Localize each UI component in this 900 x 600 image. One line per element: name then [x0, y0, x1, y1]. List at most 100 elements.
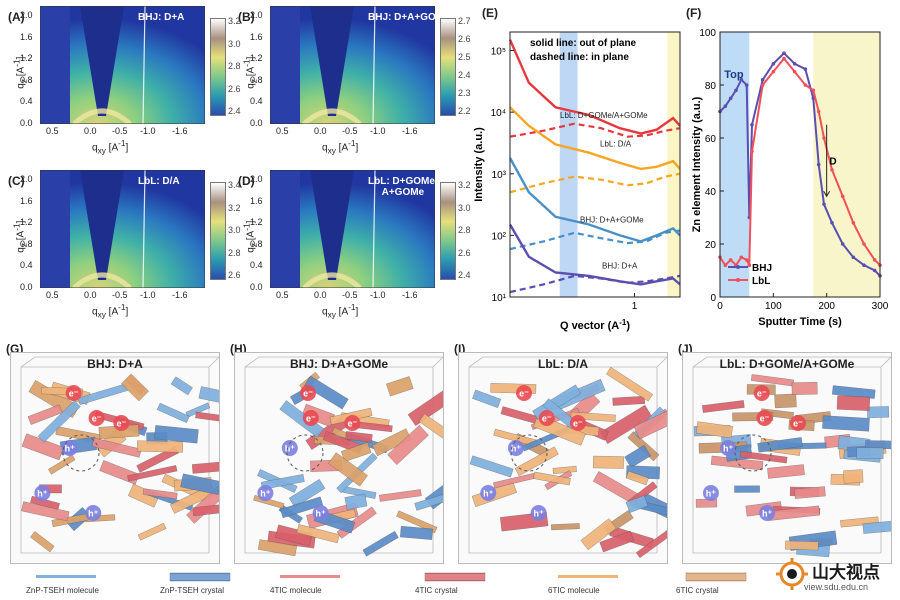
colorbar-tick: 2.6 [458, 247, 471, 258]
model-title: BHJ: D+A+GOMe [289, 357, 389, 371]
y-label-unit: [A [245, 230, 257, 244]
y-label-subscript: z [18, 79, 29, 84]
crystal-swatch-icon [685, 572, 747, 582]
y-tick-label: 40 [705, 187, 717, 198]
molecule-block [121, 373, 149, 402]
electron-marker [516, 385, 533, 401]
x-tick-label: 0.5 [46, 126, 59, 136]
x-tick-label: 0.0 [314, 290, 327, 300]
y-label-unit: [A [15, 230, 27, 244]
highlight-band [813, 32, 880, 297]
band-label-top: Top [724, 69, 744, 81]
molecule-block [372, 428, 412, 457]
molecule-block [862, 519, 891, 534]
x-axis-label: Sputter Time (s) [758, 316, 842, 328]
x-axis-label: qxy [A-1] [92, 302, 129, 320]
x-tick-label: -1.0 [140, 126, 156, 136]
detector-wedge [80, 6, 124, 116]
box-outline [692, 356, 891, 554]
chart-annotation: solid line: out of plane [530, 38, 637, 49]
electron-marker [756, 410, 773, 426]
charge-transfer-ring [286, 434, 324, 472]
electron-marker [569, 415, 586, 431]
molecule-block [696, 421, 733, 439]
molecule-block [551, 523, 580, 531]
molecule-swatch-icon [558, 575, 618, 578]
x-label-exponent: -1 [348, 302, 356, 312]
colorbar-tick: 3.2 [458, 180, 471, 190]
molecule-block [856, 447, 884, 459]
scattering-ring [72, 108, 132, 124]
data-point [840, 242, 845, 246]
colorbar-tick: 2.8 [228, 61, 241, 71]
molecule-block [414, 494, 443, 511]
y-axis-label: qz [A-1] [11, 56, 29, 89]
cut-line [142, 6, 146, 124]
data-point [840, 194, 845, 199]
charge-transfer-ring [62, 434, 100, 472]
data-point [830, 168, 834, 172]
electron-marker [344, 415, 361, 431]
molecule-block [702, 400, 745, 413]
x-tick-label: -0.5 [342, 126, 358, 136]
molecule-block [635, 524, 667, 559]
x-tick-label: 100 [765, 301, 782, 312]
data-point [816, 162, 821, 167]
chart-annotation: dashed line: in plane [530, 52, 629, 63]
hole-marker [480, 485, 497, 501]
hole-marker [61, 440, 78, 456]
charge-transfer-ring [734, 434, 772, 472]
legend-marker [736, 265, 740, 269]
colorbar-tick: 2.4 [458, 70, 471, 80]
giwaxs-title: LbL: D+GOMe/ A+GOMe [368, 176, 438, 198]
x-tick-label: 0.0 [84, 126, 97, 136]
x-label-subscript: xy [327, 309, 336, 320]
detector-wedge [310, 6, 354, 116]
y-tick-label: 10⁴ [491, 108, 506, 119]
intensity-line-chart: 10¹ 10² 10³ 10⁴ 10⁵ 1 Intensity (a.u.) Q vector… [473, 31, 681, 332]
molecule-swatch-body [36, 575, 96, 578]
molecule-block [624, 444, 651, 468]
hole-label: h⁺ [511, 444, 521, 454]
molecule-block [625, 470, 649, 486]
x-axis-label: qxy [A-1] [322, 302, 359, 320]
colorbar-tick: 3.0 [228, 38, 241, 49]
molecule-block [142, 488, 178, 500]
molecule-block [156, 402, 190, 423]
scattering-edge [40, 6, 70, 124]
x-label-exponent: -1 [348, 138, 356, 148]
y-label-symbol: q [15, 83, 27, 89]
data-point [782, 56, 786, 61]
molecule-block [767, 464, 805, 479]
giwaxs-image [40, 6, 205, 124]
y-tick-label: 10¹ [492, 293, 507, 304]
molecule-block [757, 437, 803, 453]
molecule-block [791, 381, 818, 395]
y-tick-label: 0.8 [250, 74, 263, 85]
x-tick-label: 0.5 [276, 290, 289, 300]
y-tick-label: 0.4 [250, 260, 263, 271]
molecule-block [48, 454, 76, 475]
molecule-block [362, 531, 399, 557]
x-axis-label: qxy [A-1] [92, 138, 129, 156]
series-solid-line [508, 157, 681, 243]
legend-label: 4TIC crystal [415, 586, 458, 595]
giwaxs-map [40, 6, 230, 146]
x-axis-label-close: ) [626, 320, 630, 332]
model-render: e⁻ e⁻ h⁺ h⁺ h⁺ e⁻ [468, 356, 667, 559]
arrow-label: D [829, 157, 836, 168]
data-point [792, 62, 797, 66]
molecule-block [192, 502, 219, 517]
colorbar-tick: 2.4 [458, 270, 471, 280]
legend-marker [736, 278, 740, 282]
series-line [719, 51, 881, 277]
cut-line [372, 170, 376, 288]
y-label-unit: [A [245, 66, 257, 80]
molecule-block [127, 465, 178, 482]
x-label-symbol: q [322, 306, 328, 318]
molecule-block [836, 395, 871, 411]
y-tick-label: 60 [705, 134, 717, 145]
molecule-block [606, 366, 653, 402]
colorbar-tick: 3.4 [228, 180, 241, 190]
legend-label: 6TIC crystal [676, 586, 719, 595]
